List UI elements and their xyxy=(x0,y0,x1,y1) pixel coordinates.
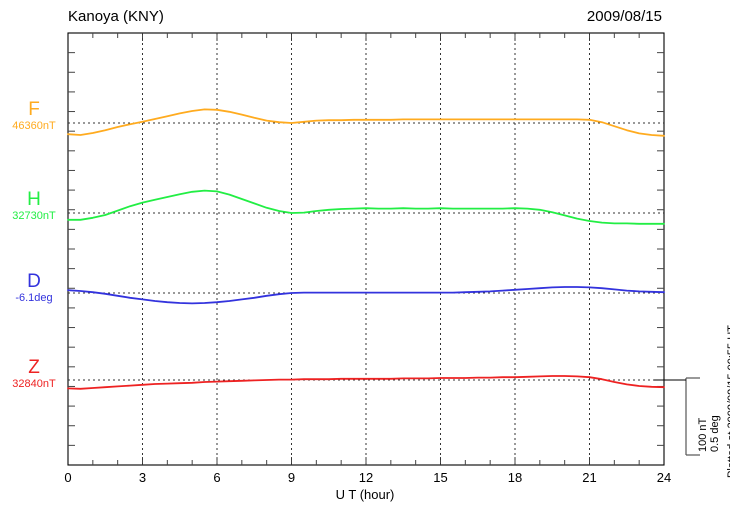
component-label-d: D -6.1deg xyxy=(4,272,64,305)
x-tick-label-15: 15 xyxy=(433,470,448,485)
scalebar-deg-label: 0.5 deg xyxy=(709,415,721,452)
x-tick-label-18: 18 xyxy=(507,470,523,485)
date-label: 2009/08/15 xyxy=(586,8,662,25)
scalebar-nt-label: 100 nT xyxy=(697,417,709,452)
component-letter-d: D xyxy=(27,271,41,292)
x-tick-label-12: 12 xyxy=(358,470,374,485)
page-title: Kanoya (KNY) xyxy=(68,8,164,25)
component-label-z: Z 32840nT xyxy=(4,358,64,391)
component-label-f: F 46360nT xyxy=(4,100,64,133)
component-baseline-f: 46360nT xyxy=(12,120,56,132)
component-letter-h: H xyxy=(27,189,41,210)
component-baseline-d: -6.1deg xyxy=(15,292,53,304)
component-letter-z: Z xyxy=(28,357,40,378)
plotted-at-label: Plotted at 2009/09/15 00:55 UT xyxy=(726,325,730,478)
x-tick-label-21: 21 xyxy=(582,470,597,485)
x-tick-label-0: 0 xyxy=(64,470,72,485)
x-axis-title: U T (hour) xyxy=(335,487,395,502)
component-baseline-z: 32840nT xyxy=(12,378,56,390)
x-tick-label-3: 3 xyxy=(138,470,147,485)
component-letter-f: F xyxy=(28,99,40,120)
x-tick-label-24: 24 xyxy=(656,470,672,485)
component-baseline-h: 32730nT xyxy=(12,210,56,222)
x-tick-label-6: 6 xyxy=(213,470,221,485)
component-label-h: H 32730nT xyxy=(4,190,64,223)
x-tick-label-9: 9 xyxy=(287,470,296,485)
